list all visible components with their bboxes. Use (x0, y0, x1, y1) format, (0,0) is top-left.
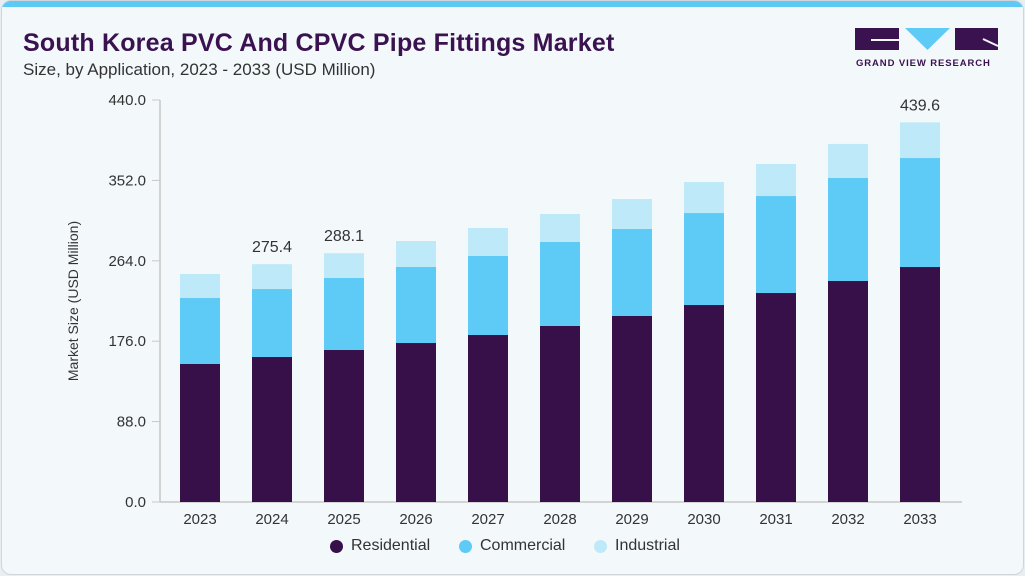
x-tick-label: 2030 (687, 511, 720, 528)
grand-view-research-logo (855, 28, 999, 50)
data-label-2033: 439.6 (900, 97, 940, 114)
bar-industrial-2030 (684, 182, 724, 214)
y-tick-label: 264.0 (108, 253, 146, 270)
bar-residential-2023 (180, 363, 220, 502)
bar-residential-2033 (900, 267, 940, 502)
legend-label: Industrial (615, 537, 680, 554)
bar-residential-2031 (756, 293, 796, 502)
x-tick-label: 2023 (183, 511, 216, 528)
bar-commercial-2030 (684, 213, 724, 306)
bar-commercial-2026 (396, 267, 436, 344)
legend-label: Residential (351, 537, 431, 554)
bar-industrial-2032 (828, 143, 868, 178)
x-tick-label: 2024 (255, 511, 288, 528)
x-tick-label: 2028 (543, 511, 576, 528)
legend-item-commercial[interactable]: Commercial (459, 537, 565, 555)
bar-residential-2026 (396, 343, 436, 502)
bar-commercial-2032 (828, 177, 868, 282)
bar-industrial-2024 (252, 264, 292, 290)
logo-text: GRAND VIEW RESEARCH (856, 58, 991, 69)
legend-swatch (330, 539, 343, 553)
bar-industrial-2028 (540, 213, 580, 242)
bar-residential-2029 (612, 315, 652, 502)
bar-commercial-2024 (252, 289, 292, 358)
data-label-2025: 288.1 (324, 228, 364, 245)
y-axis-title: Market Size (USD Million) (65, 221, 81, 381)
legend-swatch (594, 539, 607, 553)
bar-commercial-2023 (180, 298, 220, 364)
y-tick-label: 176.0 (108, 333, 146, 350)
y-tick-label: 352.0 (108, 172, 146, 189)
bar-commercial-2033 (900, 158, 940, 268)
bar-industrial-2031 (756, 163, 796, 197)
x-tick-label: 2026 (399, 511, 432, 528)
bar-industrial-2033 (900, 122, 940, 159)
legend-label: Commercial (480, 537, 566, 554)
data-label-2024: 275.4 (252, 239, 292, 256)
legend-item-residential[interactable]: Residential (330, 537, 430, 555)
bar-commercial-2031 (756, 196, 796, 294)
bar-residential-2024 (252, 357, 292, 502)
bar-industrial-2027 (468, 227, 508, 256)
legend-swatch (459, 539, 472, 553)
bar-residential-2032 (828, 281, 868, 502)
top-accent-bar (2, 1, 1023, 7)
x-tick-label: 2029 (615, 511, 648, 528)
bar-residential-2028 (540, 325, 580, 502)
bar-residential-2025 (324, 350, 364, 502)
bar-commercial-2027 (468, 255, 508, 335)
bar-commercial-2025 (324, 277, 364, 351)
y-tick-label: 88.0 (117, 414, 146, 431)
bar-industrial-2023 (180, 274, 220, 299)
bar-commercial-2028 (540, 241, 580, 326)
legend-item-industrial[interactable]: Industrial (594, 537, 680, 555)
y-tick-label: 0.0 (125, 494, 146, 511)
x-tick-label: 2025 (327, 511, 360, 528)
bar-residential-2030 (684, 305, 724, 502)
bar-commercial-2029 (612, 229, 652, 316)
x-tick-label: 2032 (831, 511, 864, 528)
x-tick-label: 2033 (903, 511, 936, 528)
bar-residential-2027 (468, 334, 508, 502)
y-tick-label: 440.0 (108, 92, 146, 109)
x-tick-label: 2031 (759, 511, 792, 528)
chart-title: South Korea PVC And CPVC Pipe Fittings M… (23, 29, 615, 57)
bar-industrial-2025 (324, 253, 364, 278)
chart-subtitle: Size, by Application, 2023 - 2033 (USD M… (23, 60, 376, 79)
x-tick-label: 2027 (471, 511, 504, 528)
bar-industrial-2029 (612, 199, 652, 230)
bar-industrial-2026 (396, 241, 436, 268)
